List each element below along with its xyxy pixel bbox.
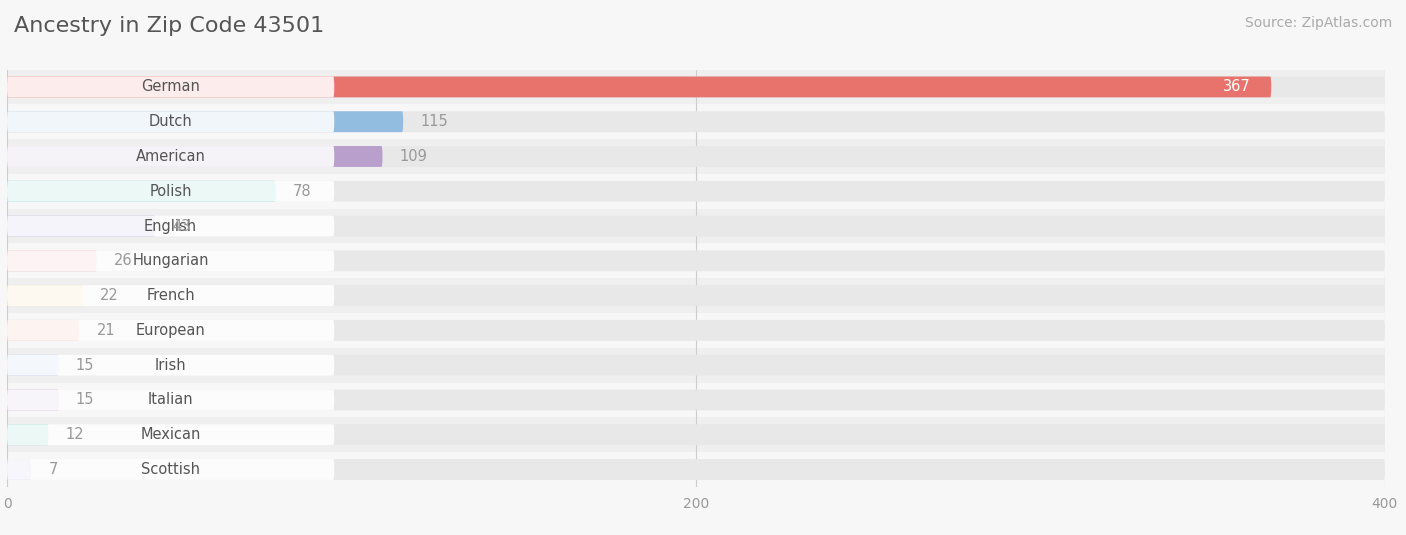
FancyBboxPatch shape: [7, 459, 31, 480]
Text: 21: 21: [97, 323, 115, 338]
FancyBboxPatch shape: [7, 320, 335, 341]
Bar: [7, 104, 1385, 139]
FancyBboxPatch shape: [7, 285, 83, 306]
Text: European: European: [136, 323, 205, 338]
Text: 115: 115: [420, 114, 449, 129]
FancyBboxPatch shape: [7, 424, 335, 445]
Bar: [7, 174, 1385, 209]
FancyBboxPatch shape: [7, 111, 1385, 132]
FancyBboxPatch shape: [7, 285, 335, 306]
Bar: [7, 139, 1385, 174]
Text: 22: 22: [100, 288, 118, 303]
Bar: [7, 417, 1385, 452]
FancyBboxPatch shape: [7, 181, 276, 202]
Text: French: French: [146, 288, 195, 303]
Text: Ancestry in Zip Code 43501: Ancestry in Zip Code 43501: [14, 16, 325, 36]
Bar: [7, 70, 1385, 104]
Text: American: American: [136, 149, 205, 164]
FancyBboxPatch shape: [7, 146, 382, 167]
FancyBboxPatch shape: [7, 77, 335, 97]
FancyBboxPatch shape: [7, 320, 1385, 341]
FancyBboxPatch shape: [7, 111, 404, 132]
Text: 15: 15: [76, 357, 94, 373]
FancyBboxPatch shape: [7, 250, 335, 271]
Text: German: German: [141, 79, 200, 95]
FancyBboxPatch shape: [7, 146, 1385, 167]
Text: Italian: Italian: [148, 392, 194, 408]
Bar: [7, 348, 1385, 383]
Bar: [7, 313, 1385, 348]
FancyBboxPatch shape: [7, 389, 335, 410]
Text: 26: 26: [114, 253, 132, 269]
Text: Polish: Polish: [149, 184, 191, 199]
FancyBboxPatch shape: [7, 459, 335, 480]
Text: 12: 12: [66, 427, 84, 442]
FancyBboxPatch shape: [7, 389, 1385, 410]
Text: Source: ZipAtlas.com: Source: ZipAtlas.com: [1244, 16, 1392, 30]
Text: English: English: [143, 218, 197, 234]
FancyBboxPatch shape: [7, 320, 79, 341]
FancyBboxPatch shape: [7, 285, 1385, 306]
FancyBboxPatch shape: [7, 424, 48, 445]
FancyBboxPatch shape: [7, 250, 1385, 271]
FancyBboxPatch shape: [7, 355, 59, 376]
Bar: [7, 209, 1385, 243]
Bar: [7, 383, 1385, 417]
FancyBboxPatch shape: [7, 181, 1385, 202]
FancyBboxPatch shape: [7, 216, 155, 236]
Bar: [7, 452, 1385, 487]
FancyBboxPatch shape: [7, 424, 1385, 445]
Text: 7: 7: [48, 462, 58, 477]
FancyBboxPatch shape: [7, 146, 335, 167]
FancyBboxPatch shape: [7, 355, 1385, 376]
FancyBboxPatch shape: [7, 389, 59, 410]
FancyBboxPatch shape: [7, 250, 97, 271]
FancyBboxPatch shape: [7, 111, 335, 132]
FancyBboxPatch shape: [7, 459, 1385, 480]
Text: 367: 367: [1223, 79, 1250, 95]
FancyBboxPatch shape: [7, 181, 335, 202]
Text: 15: 15: [76, 392, 94, 408]
FancyBboxPatch shape: [7, 216, 1385, 236]
FancyBboxPatch shape: [7, 77, 1271, 97]
FancyBboxPatch shape: [7, 216, 335, 236]
Text: 43: 43: [173, 218, 191, 234]
Bar: [7, 243, 1385, 278]
Text: Scottish: Scottish: [141, 462, 200, 477]
Text: 109: 109: [399, 149, 427, 164]
Text: Dutch: Dutch: [149, 114, 193, 129]
Text: Mexican: Mexican: [141, 427, 201, 442]
Text: Irish: Irish: [155, 357, 187, 373]
Bar: [7, 278, 1385, 313]
FancyBboxPatch shape: [7, 77, 1385, 97]
Text: Hungarian: Hungarian: [132, 253, 209, 269]
Text: 78: 78: [292, 184, 312, 199]
FancyBboxPatch shape: [7, 355, 335, 376]
